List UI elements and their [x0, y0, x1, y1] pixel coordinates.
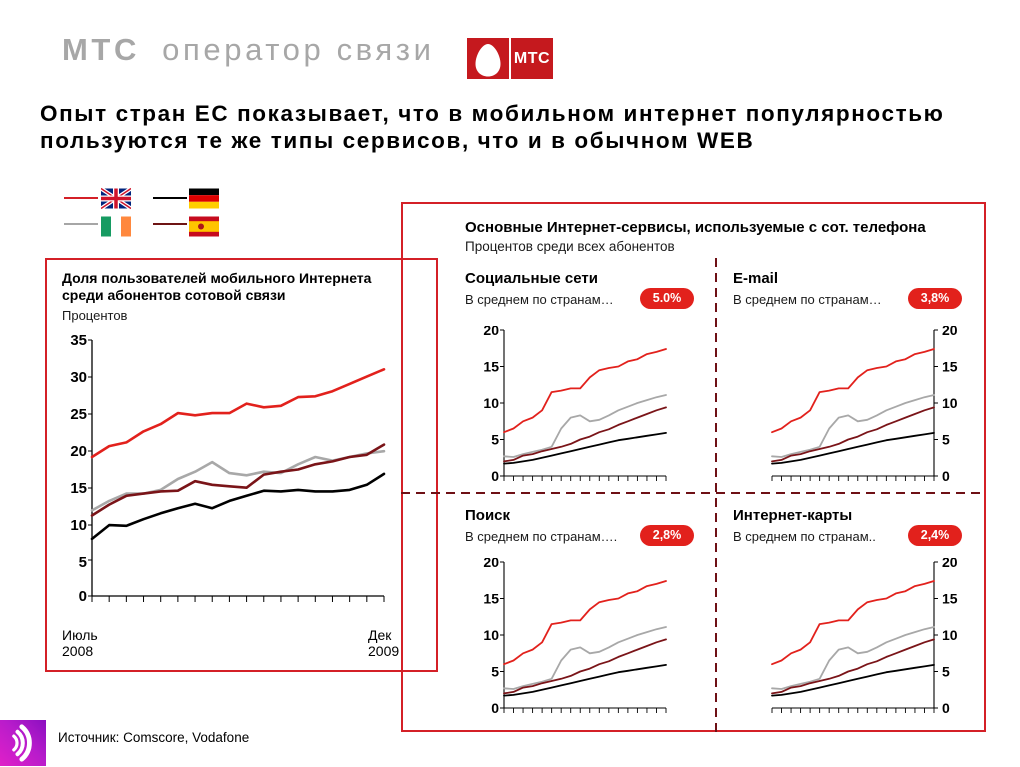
- svg-text:25: 25: [70, 406, 87, 423]
- svg-text:15: 15: [942, 591, 958, 607]
- svg-text:0: 0: [491, 468, 499, 484]
- svg-text:10: 10: [483, 395, 499, 411]
- svg-text:0: 0: [79, 588, 87, 605]
- svg-text:20: 20: [70, 443, 87, 460]
- svg-text:10: 10: [942, 395, 958, 411]
- svg-text:15: 15: [942, 359, 958, 375]
- svg-text:35: 35: [70, 332, 87, 349]
- svg-text:15: 15: [70, 480, 87, 497]
- svg-text:0: 0: [491, 700, 499, 716]
- svg-text:5: 5: [942, 432, 950, 448]
- svg-text:15: 15: [483, 591, 499, 607]
- svg-text:20: 20: [483, 326, 499, 338]
- svg-text:10: 10: [483, 627, 499, 643]
- svg-text:5: 5: [491, 664, 499, 680]
- svg-text:15: 15: [483, 359, 499, 375]
- svg-text:20: 20: [483, 558, 499, 570]
- svg-text:20: 20: [942, 558, 958, 570]
- svg-text:0: 0: [942, 468, 950, 484]
- svg-text:5: 5: [942, 664, 950, 680]
- svg-text:5: 5: [79, 554, 87, 571]
- svg-text:5: 5: [491, 432, 499, 448]
- svg-text:0: 0: [942, 700, 950, 716]
- svg-text:10: 10: [942, 627, 958, 643]
- svg-text:10: 10: [70, 517, 87, 534]
- svg-text:30: 30: [70, 369, 87, 386]
- svg-text:20: 20: [942, 326, 958, 338]
